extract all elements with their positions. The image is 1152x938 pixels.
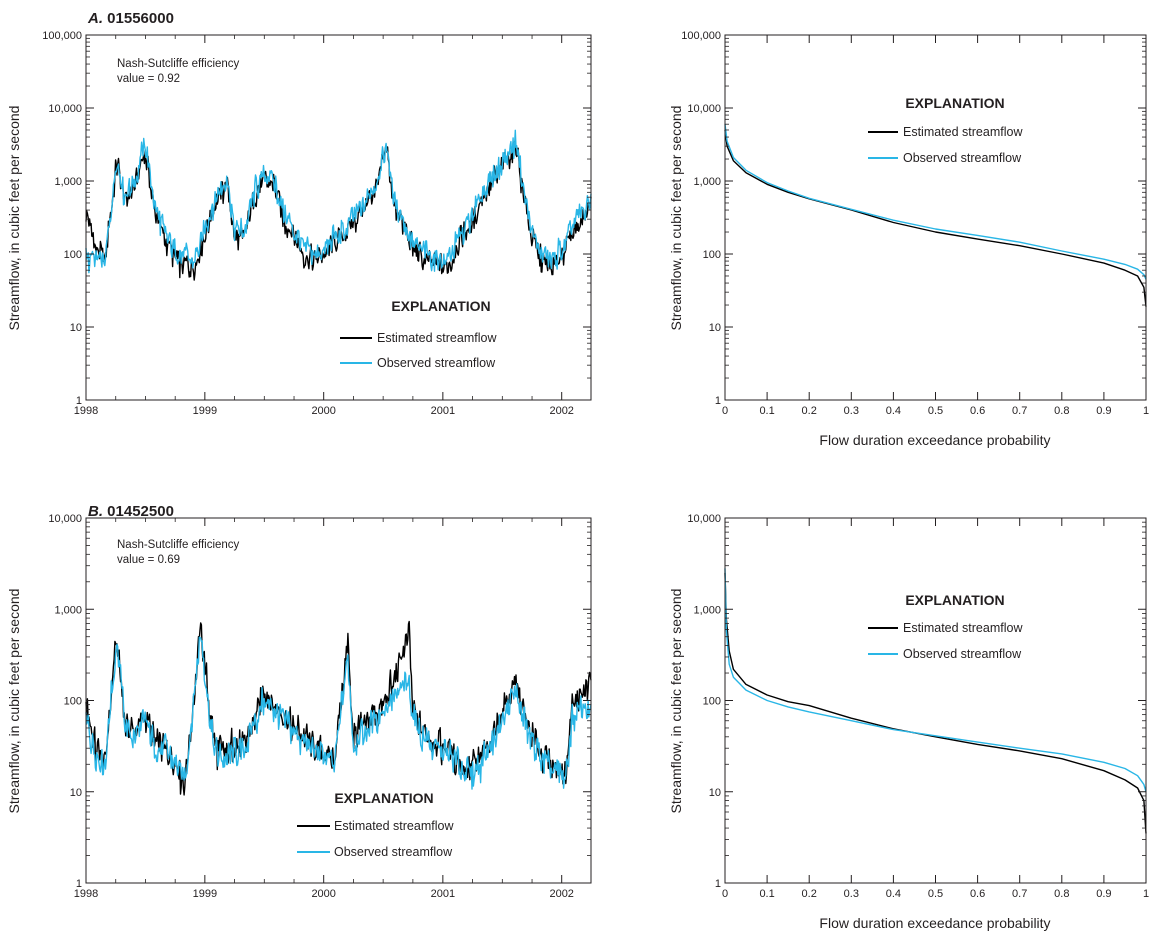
y-tick-label: 10 bbox=[709, 787, 721, 799]
y-tick-label: 1,000 bbox=[693, 176, 721, 188]
series-line-estimated-b-fdc bbox=[724, 572, 1147, 834]
y-tick-label: 10 bbox=[709, 322, 721, 334]
plot-frame-a-ts bbox=[85, 34, 592, 401]
x-tick-label: 0.8 bbox=[1054, 888, 1069, 900]
series-line-observed-a-fdc bbox=[724, 124, 1147, 280]
y-tick-label: 1 bbox=[76, 878, 82, 890]
y-tick-label: 1 bbox=[715, 878, 721, 890]
panel-b-fdc-ylabel: Streamflow, in cubic feet per second bbox=[668, 589, 684, 814]
y-tick-label: 100,000 bbox=[681, 30, 721, 42]
y-tick-label: 100,000 bbox=[42, 30, 82, 42]
panel-b-fdc-legend-title: EXPLANATION bbox=[905, 592, 1004, 608]
x-tick-label: 0.6 bbox=[970, 405, 985, 417]
panel-b-nse-value: value = 0.69 bbox=[117, 554, 180, 566]
panel-a-fdc-legend-title: EXPLANATION bbox=[905, 95, 1004, 111]
y-tick-label: 10 bbox=[70, 787, 82, 799]
x-tick-label: 0.9 bbox=[1096, 405, 1111, 417]
panel-a-fdc-xlabel: Flow duration exceedance probability bbox=[819, 432, 1050, 448]
x-tick-label: 1999 bbox=[193, 405, 217, 417]
x-tick-label: 0.9 bbox=[1096, 888, 1111, 900]
x-tick-label: 0.2 bbox=[802, 888, 817, 900]
y-tick-label: 10,000 bbox=[48, 103, 82, 115]
panel-a-ts-ylabel: Streamflow, in cubic feet per second bbox=[6, 106, 22, 331]
y-tick-label: 100 bbox=[703, 696, 721, 708]
y-tick-label: 100 bbox=[64, 696, 82, 708]
y-tick-label: 1 bbox=[715, 395, 721, 407]
panel-b-ts-ylabel: Streamflow, in cubic feet per second bbox=[6, 589, 22, 814]
x-tick-label: 0.1 bbox=[759, 888, 774, 900]
data-layer bbox=[85, 124, 1147, 834]
panel-a-nse-value: value = 0.92 bbox=[117, 73, 180, 85]
x-tick-label: 0.6 bbox=[970, 888, 985, 900]
panel-b-ts-legend-observed: Observed streamflow bbox=[334, 845, 453, 859]
panel-a-ts-legend-estimated: Estimated streamflow bbox=[377, 331, 497, 345]
x-tick-label: 0.7 bbox=[1012, 888, 1027, 900]
x-tick-label: 1 bbox=[1143, 405, 1149, 417]
x-tick-label: 0.5 bbox=[928, 888, 943, 900]
y-tick-label: 100 bbox=[64, 249, 82, 261]
x-tick-label: 1999 bbox=[193, 888, 217, 900]
x-tick-label: 0.3 bbox=[844, 888, 859, 900]
x-tick-label: 0.2 bbox=[802, 405, 817, 417]
y-tick-label: 10,000 bbox=[48, 513, 82, 525]
panel-b-title: B. 01452500 bbox=[88, 503, 174, 520]
x-tick-label: 0.7 bbox=[1012, 405, 1027, 417]
panel-a-fdc-legend-observed: Observed streamflow bbox=[903, 151, 1022, 165]
x-tick-label: 0.5 bbox=[928, 405, 943, 417]
x-tick-label: 2002 bbox=[549, 405, 573, 417]
x-tick-label: 0.8 bbox=[1054, 405, 1069, 417]
x-tick-label: 0.4 bbox=[886, 405, 901, 417]
x-tick-label: 0 bbox=[722, 405, 728, 417]
x-tick-label: 0.4 bbox=[886, 888, 901, 900]
plot-frame-b-fdc bbox=[724, 517, 1147, 884]
x-tick-label: 1 bbox=[1143, 888, 1149, 900]
panel-b-fdc-legend-observed: Observed streamflow bbox=[903, 647, 1022, 661]
x-tick-label: 1998 bbox=[74, 888, 98, 900]
y-tick-label: 1 bbox=[76, 395, 82, 407]
series-line-observed-a-ts bbox=[85, 129, 592, 274]
y-tick-label: 10 bbox=[70, 322, 82, 334]
x-tick-label: 2001 bbox=[431, 405, 455, 417]
x-tick-label: 2001 bbox=[431, 888, 455, 900]
panel-b-ts-legend-title: EXPLANATION bbox=[334, 790, 433, 806]
x-tick-label: 1998 bbox=[74, 405, 98, 417]
panel-b-fdc-legend-estimated: Estimated streamflow bbox=[903, 621, 1023, 635]
plot-frame-a-fdc bbox=[724, 34, 1147, 401]
x-tick-label: 2000 bbox=[311, 888, 335, 900]
x-tick-label: 2000 bbox=[311, 405, 335, 417]
panel-a-fdc-legend-estimated: Estimated streamflow bbox=[903, 125, 1023, 139]
panel-b-ts-legend-estimated: Estimated streamflow bbox=[334, 819, 454, 833]
x-tick-label: 0.1 bbox=[759, 405, 774, 417]
series-line-estimated-a-ts bbox=[85, 140, 592, 281]
panel-a-fdc-ylabel: Streamflow, in cubic feet per second bbox=[668, 106, 684, 331]
x-tick-label: 0 bbox=[722, 888, 728, 900]
series-line-observed-b-fdc bbox=[724, 568, 1147, 792]
y-tick-label: 1,000 bbox=[54, 604, 82, 616]
y-tick-label: 10,000 bbox=[687, 103, 721, 115]
x-tick-label: 0.3 bbox=[844, 405, 859, 417]
series-line-estimated-a-fdc bbox=[724, 129, 1147, 307]
text-layer: A. 01556000 Nash-Sutcliffe efficiency va… bbox=[6, 10, 1051, 931]
series-line-observed-b-ts bbox=[85, 636, 592, 790]
y-tick-label: 1,000 bbox=[54, 176, 82, 188]
panel-a-ts-legend-observed: Observed streamflow bbox=[377, 356, 496, 370]
panel-b-fdc-xlabel: Flow duration exceedance probability bbox=[819, 915, 1050, 931]
series-line-estimated-b-ts bbox=[85, 620, 592, 796]
y-tick-label: 10,000 bbox=[687, 513, 721, 525]
x-tick-label: 2002 bbox=[549, 888, 573, 900]
panel-a-title: A. 01556000 bbox=[87, 10, 174, 27]
y-tick-label: 100 bbox=[703, 249, 721, 261]
y-tick-label: 1,000 bbox=[693, 604, 721, 616]
panel-b-nse-label: Nash-Sutcliffe efficiency bbox=[117, 539, 240, 551]
panel-a-ts-legend-title: EXPLANATION bbox=[391, 298, 490, 314]
panel-a-nse-label: Nash-Sutcliffe efficiency bbox=[117, 58, 240, 70]
